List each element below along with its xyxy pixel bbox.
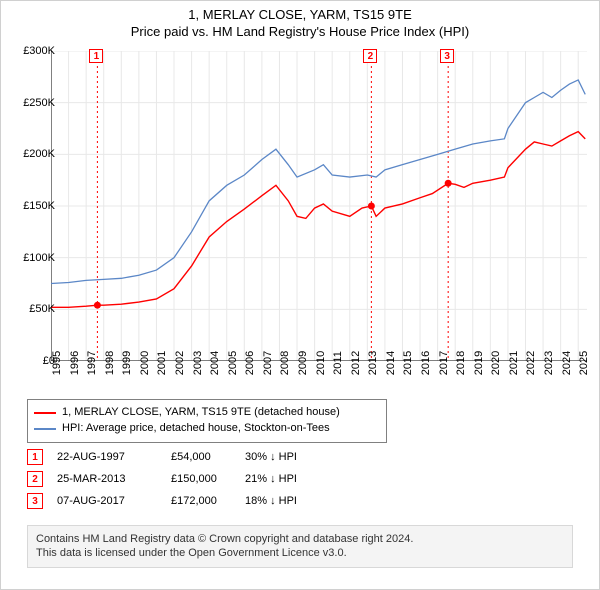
x-tick-label: 2020 — [490, 351, 502, 375]
y-tick-label: £100K — [10, 252, 55, 264]
marker-row: 1 22-AUG-1997 £54,000 30% ↓ HPI — [27, 449, 297, 465]
y-tick-label: £250K — [10, 97, 55, 109]
x-tick-label: 2000 — [139, 351, 151, 375]
chart-frame: 1, MERLAY CLOSE, YARM, TS15 9TE Price pa… — [0, 0, 600, 590]
marker-delta: 30% ↓ HPI — [245, 451, 297, 463]
legend: 1, MERLAY CLOSE, YARM, TS15 9TE (detache… — [27, 399, 387, 443]
title-sub: Price paid vs. HM Land Registry's House … — [1, 24, 599, 39]
x-tick-label: 2001 — [156, 351, 168, 375]
legend-row: HPI: Average price, detached house, Stoc… — [34, 421, 380, 436]
x-tick-label: 2005 — [227, 351, 239, 375]
y-tick-label: £200K — [10, 148, 55, 160]
legend-label: HPI: Average price, detached house, Stoc… — [62, 421, 330, 436]
chart-marker-box: 3 — [440, 49, 454, 63]
x-tick-label: 2016 — [420, 351, 432, 375]
x-tick-label: 1998 — [104, 351, 116, 375]
x-tick-label: 2003 — [192, 351, 204, 375]
legend-label: 1, MERLAY CLOSE, YARM, TS15 9TE (detache… — [62, 405, 340, 420]
legend-row: 1, MERLAY CLOSE, YARM, TS15 9TE (detache… — [34, 405, 380, 420]
x-tick-label: 2021 — [508, 351, 520, 375]
x-tick-label: 2013 — [367, 351, 379, 375]
y-tick-label: £50K — [10, 303, 55, 315]
chart-marker-box: 2 — [363, 49, 377, 63]
x-tick-label: 2012 — [350, 351, 362, 375]
marker-price: £172,000 — [171, 495, 231, 507]
marker-delta: 21% ↓ HPI — [245, 473, 297, 485]
x-tick-label: 2009 — [297, 351, 309, 375]
y-tick-label: £300K — [10, 45, 55, 57]
x-tick-label: 1997 — [86, 351, 98, 375]
x-tick-label: 2015 — [402, 351, 414, 375]
legend-swatch — [34, 428, 56, 430]
x-tick-label: 1996 — [69, 351, 81, 375]
x-tick-label: 2019 — [473, 351, 485, 375]
x-tick-label: 2004 — [209, 351, 221, 375]
chart-svg — [51, 51, 587, 361]
x-tick-label: 2010 — [315, 351, 327, 375]
x-tick-label: 2011 — [332, 351, 344, 375]
license-line: Contains HM Land Registry data © Crown c… — [36, 532, 564, 546]
license-line: This data is licensed under the Open Gov… — [36, 546, 564, 560]
marker-price: £150,000 — [171, 473, 231, 485]
titles: 1, MERLAY CLOSE, YARM, TS15 9TE Price pa… — [1, 1, 599, 39]
x-tick-label: 1995 — [51, 351, 63, 375]
y-tick-label: £150K — [10, 200, 55, 212]
x-tick-label: 2008 — [279, 351, 291, 375]
x-tick-label: 2025 — [578, 351, 590, 375]
marker-index-box: 1 — [27, 449, 43, 465]
legend-swatch — [34, 412, 56, 414]
marker-row: 3 07-AUG-2017 £172,000 18% ↓ HPI — [27, 493, 297, 509]
marker-index-box: 2 — [27, 471, 43, 487]
marker-list: 1 22-AUG-1997 £54,000 30% ↓ HPI 2 25-MAR… — [27, 443, 297, 515]
x-tick-label: 2018 — [455, 351, 467, 375]
x-tick-label: 2017 — [438, 351, 450, 375]
marker-delta: 18% ↓ HPI — [245, 495, 297, 507]
x-tick-label: 2007 — [262, 351, 274, 375]
marker-index-box: 3 — [27, 493, 43, 509]
x-tick-label: 2002 — [174, 351, 186, 375]
x-tick-label: 2022 — [525, 351, 537, 375]
license-footer: Contains HM Land Registry data © Crown c… — [27, 525, 573, 568]
marker-date: 25-MAR-2013 — [57, 473, 157, 485]
x-tick-label: 2024 — [561, 351, 573, 375]
marker-price: £54,000 — [171, 451, 231, 463]
marker-date: 07-AUG-2017 — [57, 495, 157, 507]
x-tick-label: 2014 — [385, 351, 397, 375]
y-tick-label: £0 — [10, 355, 55, 367]
marker-date: 22-AUG-1997 — [57, 451, 157, 463]
marker-row: 2 25-MAR-2013 £150,000 21% ↓ HPI — [27, 471, 297, 487]
x-tick-label: 2023 — [543, 351, 555, 375]
x-tick-label: 1999 — [121, 351, 133, 375]
title-main: 1, MERLAY CLOSE, YARM, TS15 9TE — [1, 7, 599, 22]
chart-plot-area — [51, 51, 587, 361]
x-tick-label: 2006 — [244, 351, 256, 375]
chart-marker-box: 1 — [89, 49, 103, 63]
